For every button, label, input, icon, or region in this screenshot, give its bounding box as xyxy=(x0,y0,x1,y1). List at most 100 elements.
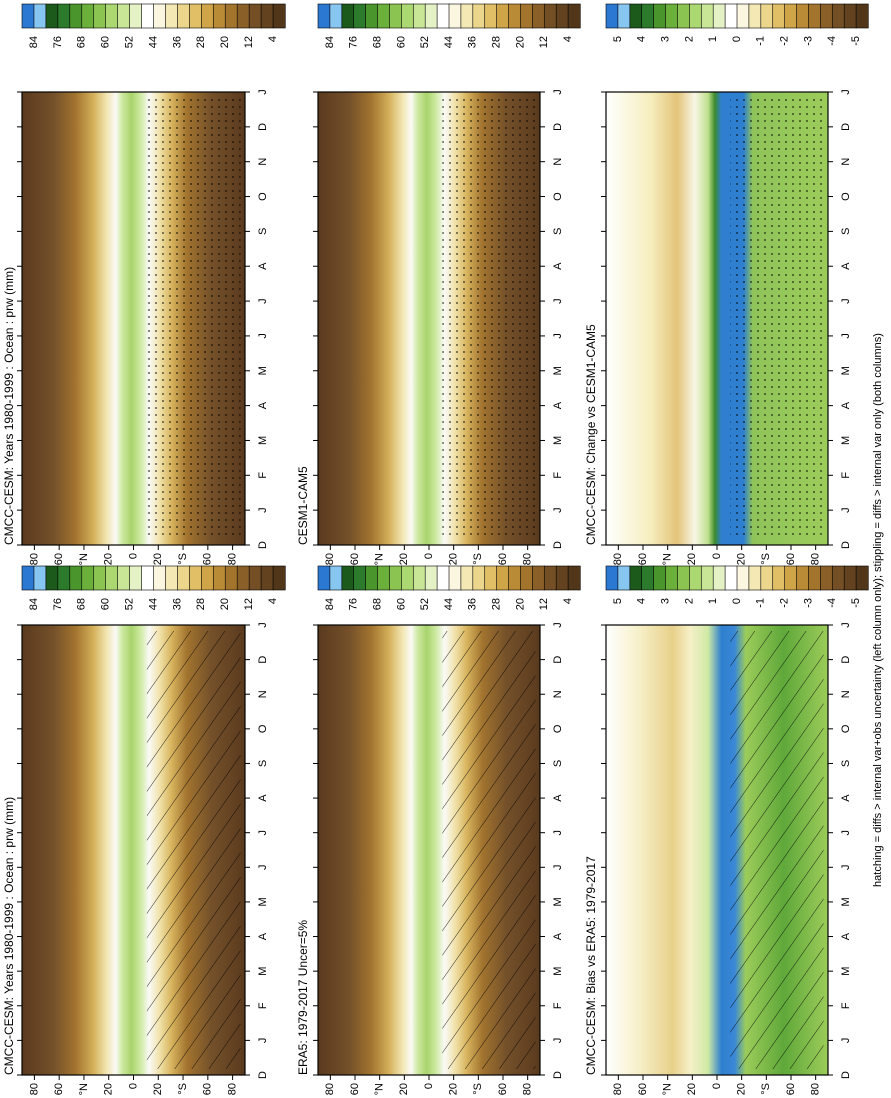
colorbar-label: 4 xyxy=(267,36,279,42)
colorbar-label: 5 xyxy=(612,36,624,42)
month-label: M xyxy=(552,366,564,375)
colorbar-label: -3 xyxy=(802,598,814,608)
month-label: D xyxy=(552,656,564,664)
colorbar-label: 60 xyxy=(100,36,112,48)
colorbar-swatch xyxy=(808,3,821,29)
colorbar-swatch xyxy=(201,3,214,29)
lat-label: 80 xyxy=(810,1083,822,1095)
colorbar-swatch xyxy=(236,565,250,591)
colorbar-swatch xyxy=(653,3,667,29)
lat-label: 20 xyxy=(103,1083,115,1095)
colorbar-label: 20 xyxy=(514,598,526,610)
month-label: D xyxy=(257,1071,269,1079)
colorbar-label: -4 xyxy=(826,598,838,608)
lat-label: 0 xyxy=(711,553,723,559)
colorbar-swatch xyxy=(820,3,833,29)
lat-label: °N xyxy=(662,553,674,565)
lat-label: 20 xyxy=(398,553,410,565)
lat-label: °S xyxy=(760,1083,772,1095)
month-label: J xyxy=(552,865,564,871)
lat-label: °S xyxy=(177,1083,189,1095)
colorbar-swatch xyxy=(81,565,95,591)
colorbar-swatch xyxy=(412,3,426,29)
month-label: M xyxy=(552,967,564,976)
lat-label: 80 xyxy=(227,553,239,565)
panel-title: CMCC-CESM: Change vs CESM1-CAM5 xyxy=(584,324,598,545)
colorbar-swatch xyxy=(424,565,438,591)
month-label: O xyxy=(552,724,564,733)
month-label: A xyxy=(257,932,269,940)
colorbar-swatch xyxy=(212,3,226,29)
lat-label: 60 xyxy=(53,1083,65,1095)
colorbar-label: 84 xyxy=(28,598,40,610)
month-label: S xyxy=(840,760,852,767)
significance-overlay xyxy=(730,98,824,539)
lat-label: 0 xyxy=(423,553,435,559)
colorbar-swatch xyxy=(748,565,762,591)
lat-label: 60 xyxy=(202,553,214,565)
colorbar-swatch xyxy=(724,3,738,29)
month-label: N xyxy=(840,690,852,698)
colorbar-swatch xyxy=(448,3,462,29)
colorbar-label: -2 xyxy=(779,36,791,46)
lat-label: °S xyxy=(760,553,772,565)
significance-overlay xyxy=(146,631,241,1069)
colorbar-swatch xyxy=(496,3,510,29)
colorbar-label: 76 xyxy=(52,598,64,610)
lat-label: 20 xyxy=(736,553,748,565)
month-label: S xyxy=(552,228,564,235)
colorbar-swatch xyxy=(57,565,71,591)
panel-title: CESM1-CAM5 xyxy=(296,466,310,545)
month-label: D xyxy=(552,541,564,549)
colorbar-swatch xyxy=(555,565,569,591)
month-label: J xyxy=(552,333,564,339)
month-label: F xyxy=(840,472,852,479)
colorbar-label: 84 xyxy=(28,36,40,48)
colorbar-swatch xyxy=(117,565,131,591)
colorbar-swatch xyxy=(224,565,238,591)
lat-label: 20 xyxy=(152,553,164,565)
lat-label: °N xyxy=(374,1083,386,1095)
colorbar-swatch xyxy=(436,3,450,29)
colorbar-label: 1 xyxy=(707,598,719,604)
colorbar-swatch xyxy=(201,565,214,591)
colorbar-swatch xyxy=(105,3,119,29)
month-label: S xyxy=(552,760,564,767)
colorbar-swatch xyxy=(141,565,155,591)
colorbar-swatch xyxy=(820,565,833,591)
month-label: F xyxy=(552,472,564,479)
colorbar-label: 28 xyxy=(195,36,207,48)
colorbar-label: 20 xyxy=(514,36,526,48)
colorbar-swatch xyxy=(760,3,774,29)
month-label: M xyxy=(840,967,852,976)
lat-label: 80 xyxy=(324,553,336,565)
month-label: A xyxy=(840,794,852,802)
month-label: N xyxy=(552,690,564,698)
month-label: A xyxy=(840,262,852,270)
colorbar-swatch xyxy=(689,565,702,591)
colorbar-swatch xyxy=(424,3,438,29)
colorbar-swatch xyxy=(724,565,738,591)
panel-title: CMCC-CESM: Years 1980-1999 : Ocean : prw… xyxy=(2,267,16,545)
lat-label: 60 xyxy=(637,553,649,565)
colorbar-label: 20 xyxy=(219,36,231,48)
colorbar-swatch xyxy=(484,565,498,591)
lat-label: °S xyxy=(472,553,484,565)
colorbar-swatch xyxy=(496,565,510,591)
colorbar-swatch xyxy=(484,3,498,29)
month-label: F xyxy=(840,1002,852,1009)
colorbar-swatch xyxy=(177,3,190,29)
lat-label: 60 xyxy=(785,1083,797,1095)
lat-label: 80 xyxy=(612,1083,624,1095)
month-label: N xyxy=(257,690,269,698)
month-label: J xyxy=(552,830,564,836)
colorbar-swatch xyxy=(401,3,414,29)
colorbar-label: 68 xyxy=(371,598,383,610)
colorbar-label: 20 xyxy=(219,598,231,610)
month-label: J xyxy=(840,865,852,871)
lat-label: 20 xyxy=(448,553,460,565)
month-label: O xyxy=(257,192,269,201)
colorbar-swatch xyxy=(341,565,355,591)
colorbar-label: 0 xyxy=(731,598,743,604)
month-label: F xyxy=(552,1002,564,1009)
